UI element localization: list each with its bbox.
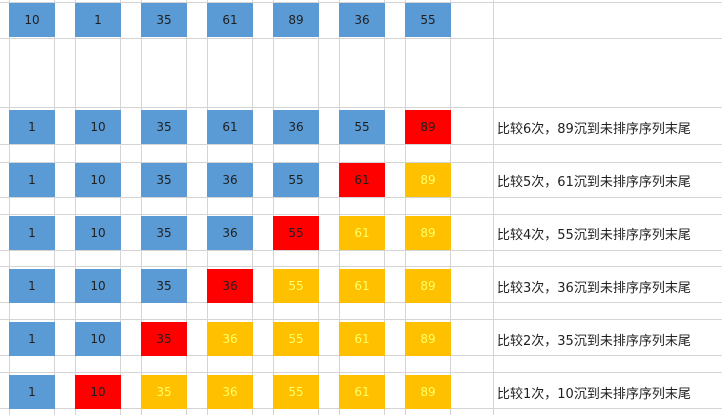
number-cell[interactable]: 36 — [207, 322, 253, 356]
number-cell[interactable]: 35 — [141, 322, 187, 356]
number-cell[interactable]: 36 — [207, 269, 253, 303]
number-cell[interactable]: 55 — [405, 3, 451, 37]
number-cell[interactable]: 10 — [75, 375, 121, 409]
number-cell[interactable]: 61 — [339, 322, 385, 356]
row-gridline — [0, 38, 722, 39]
number-cell[interactable]: 89 — [405, 163, 451, 197]
row-gridline — [0, 162, 722, 163]
number-cell[interactable]: 61 — [207, 110, 253, 144]
number-cell[interactable]: 61 — [339, 269, 385, 303]
number-cell[interactable]: 1 — [75, 3, 121, 37]
number-cell[interactable]: 55 — [273, 375, 319, 409]
number-cell[interactable]: 10 — [9, 3, 55, 37]
number-cell[interactable]: 89 — [405, 375, 451, 409]
number-cell[interactable]: 55 — [339, 110, 385, 144]
number-cell[interactable]: 61 — [339, 216, 385, 250]
row-gridline — [0, 266, 722, 267]
number-cell[interactable]: 35 — [141, 216, 187, 250]
number-cell[interactable]: 36 — [207, 375, 253, 409]
column-gridline — [493, 0, 494, 415]
number-cell[interactable]: 36 — [273, 110, 319, 144]
number-cell[interactable]: 1 — [9, 216, 55, 250]
column-gridline — [75, 0, 76, 415]
number-cell[interactable]: 35 — [141, 375, 187, 409]
column-gridline — [384, 0, 385, 415]
row-gridline — [0, 250, 722, 251]
number-cell[interactable]: 36 — [207, 163, 253, 197]
number-cell[interactable]: 55 — [273, 216, 319, 250]
column-gridline — [273, 0, 274, 415]
number-cell[interactable]: 89 — [405, 110, 451, 144]
row-gridline — [0, 372, 722, 373]
number-cell[interactable]: 10 — [75, 110, 121, 144]
number-cell[interactable]: 61 — [207, 3, 253, 37]
pass-description[interactable]: 比较5次，61沉到未排序序列末尾 — [497, 174, 691, 190]
number-cell[interactable]: 1 — [9, 375, 55, 409]
column-gridline — [252, 0, 253, 415]
row-gridline — [0, 319, 722, 320]
number-cell[interactable]: 1 — [9, 110, 55, 144]
pass-description[interactable]: 比较3次，36沉到未排序序列末尾 — [497, 280, 691, 296]
number-cell[interactable]: 89 — [405, 269, 451, 303]
number-cell[interactable]: 61 — [339, 375, 385, 409]
column-gridline — [339, 0, 340, 415]
row-gridline — [0, 2, 722, 3]
pass-description[interactable]: 比较6次，89沉到未排序序列末尾 — [497, 121, 691, 137]
number-cell[interactable]: 10 — [75, 322, 121, 356]
row-gridline — [0, 214, 722, 215]
column-gridline — [318, 0, 319, 415]
column-gridline — [450, 0, 451, 415]
number-cell[interactable]: 1 — [9, 322, 55, 356]
number-cell[interactable]: 10 — [75, 269, 121, 303]
number-cell[interactable]: 89 — [405, 216, 451, 250]
column-gridline — [120, 0, 121, 415]
row-gridline — [0, 197, 722, 198]
number-cell[interactable]: 36 — [207, 216, 253, 250]
column-gridline — [405, 0, 406, 415]
number-cell[interactable]: 55 — [273, 269, 319, 303]
number-cell[interactable]: 10 — [75, 163, 121, 197]
column-gridline — [9, 0, 10, 415]
number-cell[interactable]: 10 — [75, 216, 121, 250]
number-cell[interactable]: 35 — [141, 3, 187, 37]
number-cell[interactable]: 35 — [141, 269, 187, 303]
number-cell[interactable]: 61 — [339, 163, 385, 197]
number-cell[interactable]: 1 — [9, 269, 55, 303]
column-gridline — [141, 0, 142, 415]
row-gridline — [0, 107, 722, 108]
row-gridline — [0, 144, 722, 145]
number-cell[interactable]: 89 — [273, 3, 319, 37]
column-gridline — [207, 0, 208, 415]
number-cell[interactable]: 55 — [273, 322, 319, 356]
pass-description[interactable]: 比较2次，35沉到未排序序列末尾 — [497, 333, 691, 349]
number-cell[interactable]: 89 — [405, 322, 451, 356]
number-cell[interactable]: 55 — [273, 163, 319, 197]
pass-description[interactable]: 比较1次，10沉到未排序序列末尾 — [497, 386, 691, 402]
column-gridline — [54, 0, 55, 415]
number-cell[interactable]: 35 — [141, 110, 187, 144]
number-cell[interactable]: 35 — [141, 163, 187, 197]
column-gridline — [186, 0, 187, 415]
pass-description[interactable]: 比较4次，55沉到未排序序列末尾 — [497, 227, 691, 243]
number-cell[interactable]: 1 — [9, 163, 55, 197]
number-cell[interactable]: 36 — [339, 3, 385, 37]
